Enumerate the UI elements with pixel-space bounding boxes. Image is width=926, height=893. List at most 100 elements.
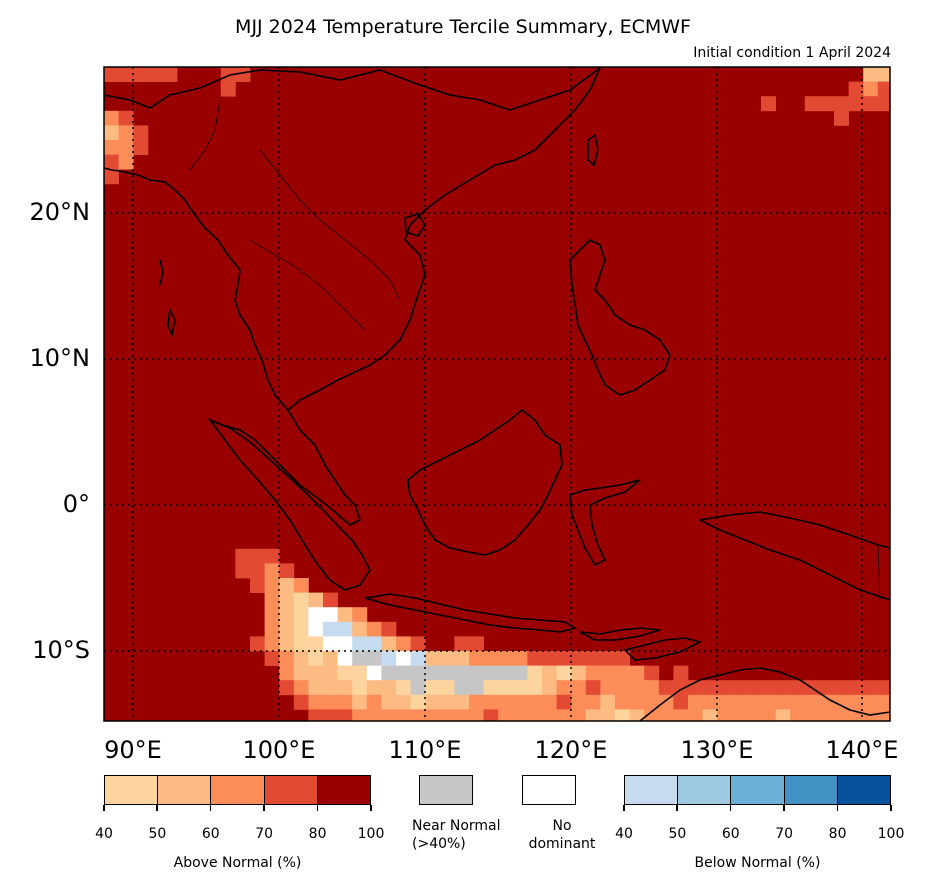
probability-cell [337,680,353,696]
probability-cell [366,680,382,696]
probability-cell [542,665,557,681]
probability-cell [308,680,324,696]
probability-cell [834,709,849,721]
probability-cell [790,694,806,710]
probability-cell [556,651,572,666]
lon-label-120e: 120°E [534,736,608,764]
probability-cell [644,694,660,710]
probability-cell [352,607,368,623]
probability-cell [629,709,645,721]
probability-cell [848,709,864,721]
probability-cell [439,651,455,666]
probability-cell [454,694,470,710]
near-normal-color [420,776,472,804]
probability-cell [396,665,411,681]
colorbar-tick-mark [836,805,839,811]
colorbar-tick-label: 50 [668,826,687,842]
probability-cell [279,621,295,637]
probability-cell [498,709,514,721]
probability-cell [469,694,484,710]
probability-cell [834,96,849,112]
probability-cell [819,709,835,721]
probability-cell [118,110,134,126]
probability-cell [644,680,660,696]
probability-cell [877,96,890,112]
colorbar-tick-label: 100 [357,826,385,842]
probability-cell [352,651,368,666]
probability-cell [877,680,890,696]
probability-cell [454,636,470,652]
probability-cell [308,636,324,652]
probability-cell [498,680,514,696]
cbar-above-segment [157,776,211,804]
below-normal-label: Below Normal (%) [694,855,821,871]
probability-cell [425,694,441,710]
probability-cell [366,694,382,710]
probability-cell [439,709,455,721]
probability-cell [790,709,806,721]
probability-cell [293,651,309,666]
probability-cell [323,694,338,710]
probability-cell [834,110,849,126]
probability-cell [775,680,791,696]
probability-cell [600,680,616,696]
probability-cell [308,709,324,721]
cbar-below-segment [677,776,731,804]
probability-cell [542,694,557,710]
map-subtitle: Initial condition 1 April 2024 [693,45,891,61]
cbar-above-segment [210,776,264,804]
probability-cell [337,607,353,623]
probability-cell [863,67,879,82]
probability-cell [279,563,295,579]
probability-cell [454,709,470,721]
probability-cell [571,665,587,681]
probability-cell [804,96,820,112]
probability-cell [425,709,441,721]
probability-cell [469,651,484,666]
probability-cell [629,694,645,710]
probability-cell [323,651,338,666]
probability-cell [323,709,338,721]
probability-cell [746,694,762,710]
probability-cell [658,694,674,710]
probability-cell [381,709,397,721]
probability-cell [629,665,645,681]
colorbar-tick-label: 80 [828,826,847,842]
probability-cell [454,651,470,666]
probability-cell [848,680,864,696]
probability-cell [323,680,338,696]
probability-cell [512,694,528,710]
probability-cell [104,110,119,126]
colorbar-tick-mark [676,805,678,811]
probability-cell [118,154,134,170]
probability-cell [527,665,543,681]
probability-cell [527,651,543,666]
probability-cell [600,665,616,681]
no-dominant-color [523,776,575,804]
probability-cell [323,592,338,608]
probability-cell [264,563,280,579]
no-dominant-swatch [522,775,576,805]
probability-cell [571,680,587,696]
probability-cell [220,81,236,97]
probability-cell [498,694,514,710]
probability-cell [571,709,587,721]
probability-cell [381,665,397,681]
gridlines [104,67,890,721]
probability-cell [279,592,295,608]
probability-cell [381,694,397,710]
probability-cell [585,651,601,666]
probability-cell [512,665,528,681]
probability-cell [308,621,324,637]
above-normal-label: Above Normal (%) [173,855,302,871]
probability-cell [615,665,630,681]
probability-cell [279,651,295,666]
probability-cell [337,621,353,637]
probability-cell [366,621,382,637]
probability-cell [483,709,499,721]
probability-cell [658,680,674,696]
probability-cell [512,709,528,721]
colorbar-tick-label: 60 [721,826,740,842]
probability-cell [133,140,149,155]
probability-cell [104,140,119,155]
